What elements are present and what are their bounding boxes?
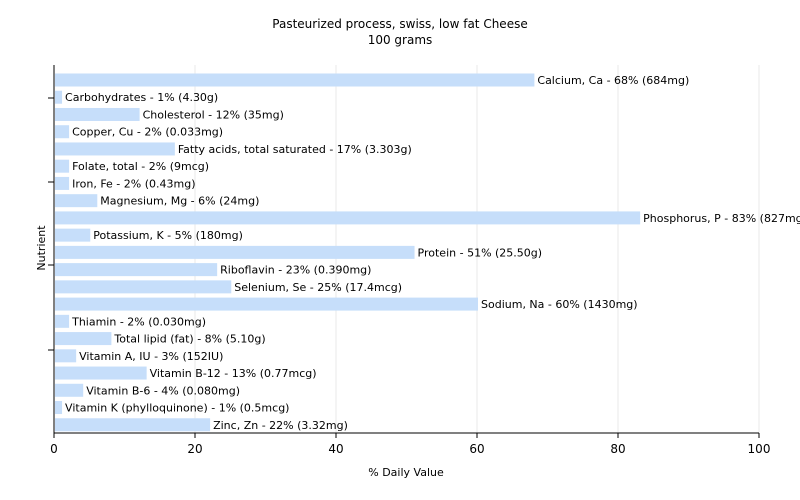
x-tick-label: 80 [610, 442, 625, 456]
chart-title: Pasteurized process, swiss, low fat Chee… [272, 17, 527, 31]
bar-label: Magnesium, Mg - 6% (24mg) [100, 195, 259, 208]
bar [55, 142, 175, 156]
gridlines [194, 65, 760, 433]
bar [55, 73, 535, 87]
bar-label: Copper, Cu - 2% (0.033mg) [72, 126, 223, 139]
x-tick-label: 20 [187, 442, 202, 456]
bar [55, 418, 211, 432]
bar [55, 366, 147, 380]
bar [55, 401, 63, 415]
bar-label: Cholesterol - 12% (35mg) [143, 108, 284, 121]
bar [55, 245, 415, 259]
bar-label: Potassium, K - 5% (180mg) [93, 229, 243, 242]
bar [55, 211, 641, 225]
bar-label: Total lipid (fat) - 8% (5.10g) [113, 333, 265, 346]
bar-label: Vitamin B-6 - 4% (0.080mg) [86, 384, 240, 397]
axes [48, 65, 759, 434]
bar-label: Phosphorus, P - 83% (827mg) [643, 212, 800, 225]
bar [55, 159, 70, 173]
bar [55, 383, 84, 397]
bar [55, 176, 70, 190]
bar [55, 194, 98, 208]
x-tick-label: 60 [469, 442, 484, 456]
bar [55, 107, 140, 121]
bar-label: Fatty acids, total saturated - 17% (3.30… [178, 143, 412, 156]
bar [55, 280, 232, 294]
bar-label: Selenium, Se - 25% (17.4mcg) [234, 281, 402, 294]
bar-label: Carbohydrates - 1% (4.30g) [65, 91, 218, 104]
x-tick-label: 0 [50, 442, 58, 456]
bar-label: Vitamin B-12 - 13% (0.77mcg) [150, 367, 317, 380]
x-ticks: 0 20 40 60 80 100 [50, 433, 770, 456]
y-axis-title: Nutrient [35, 225, 48, 271]
bar [55, 263, 218, 277]
bar [55, 314, 70, 328]
bar-label: Riboflavin - 23% (0.390mg) [220, 264, 371, 277]
chart-subtitle: 100 grams [368, 33, 433, 47]
bar-label: Calcium, Ca - 68% (684mg) [537, 74, 689, 87]
bar-label: Iron, Fe - 2% (0.43mg) [72, 177, 195, 190]
x-tick-label: 40 [328, 442, 343, 456]
bar [55, 297, 478, 311]
bar-label: Vitamin K (phylloquinone) - 1% (0.5mcg) [65, 402, 289, 415]
bar [55, 332, 112, 346]
bar-label: Protein - 51% (25.50g) [418, 246, 543, 259]
bar-label: Zinc, Zn - 22% (3.32mg) [213, 419, 348, 432]
bar [55, 349, 77, 363]
bar-label: Sodium, Na - 60% (1430mg) [481, 298, 638, 311]
x-tick-label: 100 [748, 442, 771, 456]
bars: Calcium, Ca - 68% (684mg) Carbohydrates -… [55, 73, 800, 432]
bar [55, 125, 70, 139]
bar [55, 228, 91, 242]
bar-label: Thiamin - 2% (0.030mg) [71, 315, 206, 328]
bar-label: Vitamin A, IU - 3% (152IU) [79, 350, 223, 363]
bar [55, 90, 63, 104]
x-axis-title: % Daily Value [368, 466, 444, 479]
bar-label: Folate, total - 2% (9mcg) [72, 160, 209, 173]
